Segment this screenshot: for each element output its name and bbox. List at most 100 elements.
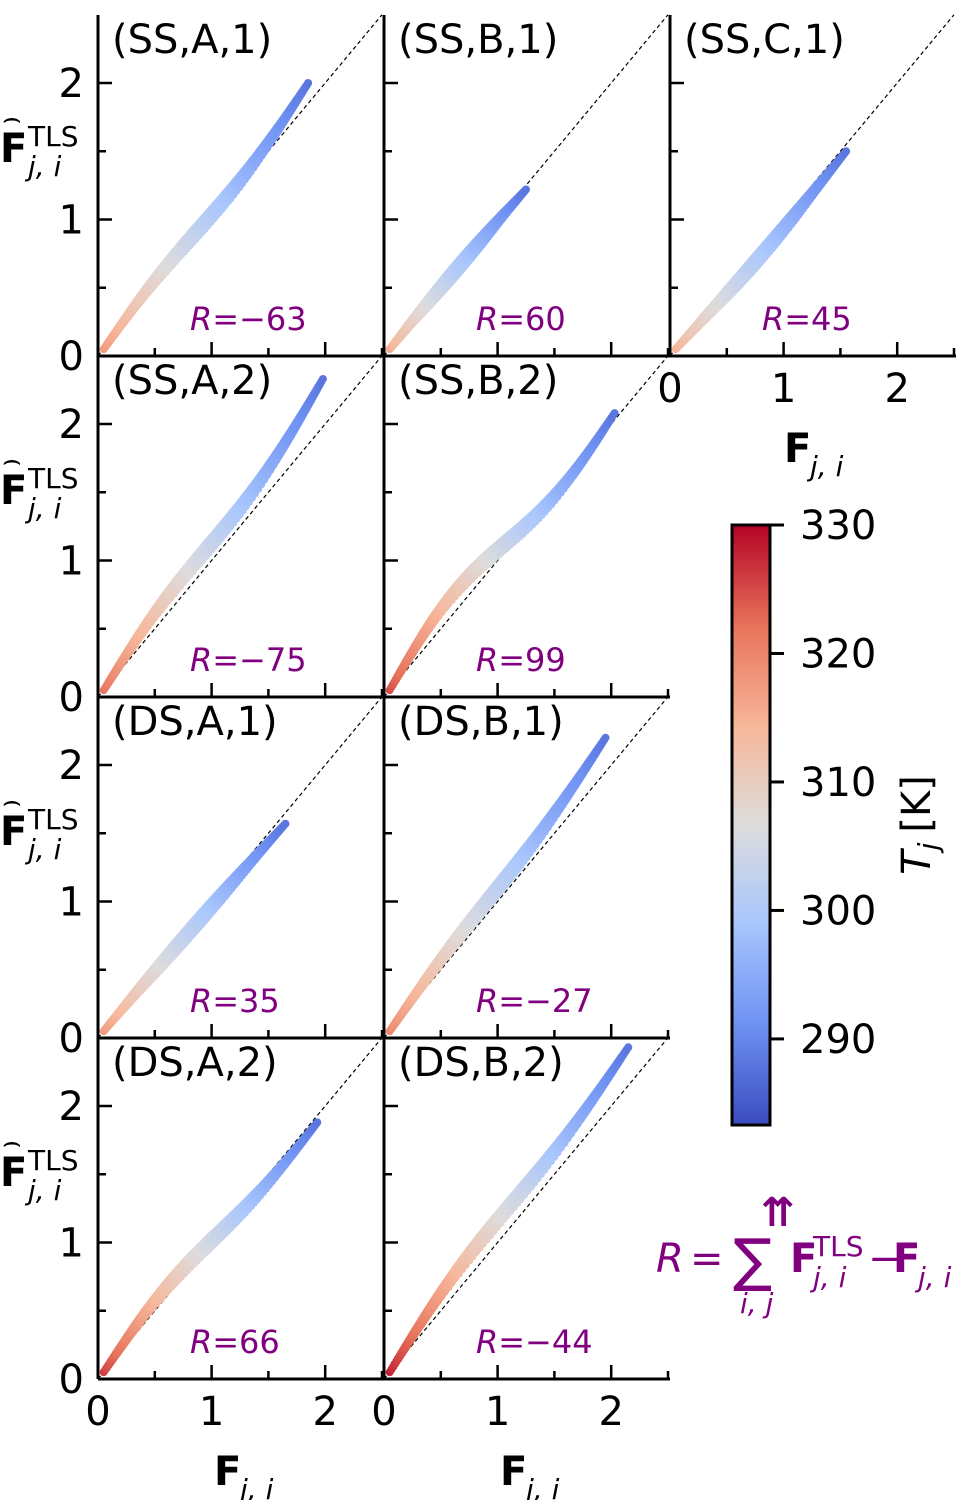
panel-ss-a-2: 0 1 2 (SS,A,2) R=−75 [59, 355, 384, 721]
r-formula: R = ∑ i, j ⇈ F TLS j, i − F j, i [656, 1190, 952, 1320]
panel-ss-b-1: (SS,B,1) R=60 [382, 14, 670, 358]
data-point [320, 376, 326, 382]
data-point [283, 821, 288, 827]
formula-term2: F [893, 1236, 920, 1282]
y-tick-label: 2 [59, 1084, 84, 1130]
x-tick-label: 1 [485, 1389, 510, 1435]
panel-label: (DS,A,2) [112, 1040, 278, 1086]
panel-ds-a-1: 0 1 2 (DS,A,1) R=35 [59, 696, 384, 1062]
data-point [305, 80, 311, 86]
y-tick-label: 0 [59, 675, 84, 721]
formula-lhs: R [656, 1236, 684, 1282]
r-value: R=−63 [190, 300, 307, 338]
y-tick-label: 2 [59, 61, 84, 107]
x-tick-label: 1 [199, 1389, 224, 1435]
r-value: R=60 [476, 300, 566, 338]
formula-term2-sub: j, i [914, 1261, 952, 1294]
panels-layer: 0 1 2 (SS,A,1) R=−63 (SS,B,1) R=60 0 1 2 (SS,C,1) R… [59, 14, 956, 1435]
r-value: R=66 [190, 1323, 280, 1361]
x-tick-label: 1 [771, 366, 796, 412]
colorbar-tick-label: 310 [800, 760, 876, 806]
r-value: R=−44 [476, 1323, 593, 1361]
r-value: R=45 [762, 300, 852, 338]
x-tick-label: 2 [884, 366, 909, 412]
x-tick-label: 0 [371, 1389, 396, 1435]
panel-label: (DS,B,2) [398, 1040, 564, 1086]
formula-term1: F [790, 1236, 817, 1282]
panel-ss-a-1: 0 1 2 (SS,A,1) R=−63 [59, 14, 384, 380]
r-value: R=35 [190, 982, 280, 1020]
formula-minus: − [868, 1236, 902, 1282]
y-label-main: F [0, 1150, 27, 1196]
y-tick-label: 1 [59, 198, 84, 244]
hat-accent: ⌢ [2, 1125, 22, 1160]
r-value: R=99 [476, 641, 566, 679]
colorbar-tick-label: 290 [800, 1017, 876, 1063]
x-label-main: F [214, 1449, 241, 1495]
colorbar-tick-label: 330 [800, 503, 876, 549]
panel-label: (DS,A,1) [112, 699, 278, 745]
panel-label: (SS,B,2) [398, 358, 558, 404]
y-label-sup: TLS [27, 1144, 78, 1177]
colorbar-ticks: 330 320 310 300 290 [770, 503, 876, 1063]
r-value: R=−27 [476, 982, 593, 1020]
colorbar-gradient [730, 523, 772, 1127]
y-label-sub: j, i [24, 492, 62, 525]
panel-label: (SS,C,1) [684, 17, 845, 63]
y-tick-label: 0 [59, 1016, 84, 1062]
y-label-main: F [0, 126, 27, 172]
y-label-sup: TLS [27, 803, 78, 836]
y-tick-label: 2 [59, 743, 84, 789]
formula-hat: ⇈ [761, 1190, 795, 1236]
data-point [625, 1044, 631, 1050]
x-label-sub: j, i [522, 1473, 560, 1500]
formula-eq: = [690, 1236, 724, 1282]
r-value: R=−75 [190, 641, 307, 679]
y-label-sub: j, i [24, 150, 62, 183]
x-axis-label: Fj, i [784, 426, 844, 483]
panel-ss-b-2: (SS,B,2) R=99 [382, 355, 670, 699]
identity-line [383, 1037, 669, 1380]
panel-label: (DS,B,1) [398, 699, 564, 745]
formula-term1-sup: TLS [812, 1230, 863, 1263]
panel-ds-a-2: 0 1 2 0 1 2 (DS,A,2) R=66 [59, 1037, 384, 1435]
x-axis-label: Fj, i [500, 1449, 560, 1500]
hat-accent: ⌢ [2, 443, 22, 478]
x-tick-label: 0 [85, 1389, 110, 1435]
identity-line [97, 355, 383, 698]
y-tick-label: 0 [59, 1357, 84, 1403]
colorbar-tick-label: 300 [800, 888, 876, 934]
x-tick-label: 2 [598, 1389, 623, 1435]
x-label-main: F [784, 426, 811, 472]
data-point [603, 735, 608, 741]
y-label-sup: TLS [27, 120, 78, 153]
panel-label: (SS,A,1) [112, 17, 272, 63]
identity-line [383, 355, 669, 698]
y-tick-label: 1 [59, 880, 84, 926]
formula-sum-sub: i, j [740, 1287, 774, 1320]
y-label-sup: TLS [27, 462, 78, 495]
x-axis-label: Fj, i [214, 1449, 274, 1500]
hat-accent: ⌢ [2, 784, 22, 819]
panel-ss-c-1: 0 1 2 (SS,C,1) R=45 [657, 14, 956, 412]
x-label-sub: j, i [236, 1473, 274, 1500]
y-tick-label: 0 [59, 334, 84, 380]
panel-ds-b-1: (DS,B,1) R=−27 [382, 696, 670, 1040]
panel-ds-b-2: 0 1 2 (DS,B,2) R=−44 [371, 1037, 670, 1435]
colorbar-label: Tj[K] [894, 775, 945, 875]
data-point [843, 148, 849, 154]
y-label-main: F [0, 468, 27, 514]
colorbar-tick-label: 320 [800, 631, 876, 677]
x-tick-label: 0 [657, 366, 682, 412]
y-tick-label: 1 [59, 539, 84, 585]
y-tick-label: 1 [59, 1221, 84, 1267]
hat-accent: ⌢ [2, 101, 22, 136]
panel-label: (SS,B,1) [398, 17, 558, 63]
formula-sum: ∑ [733, 1226, 772, 1294]
